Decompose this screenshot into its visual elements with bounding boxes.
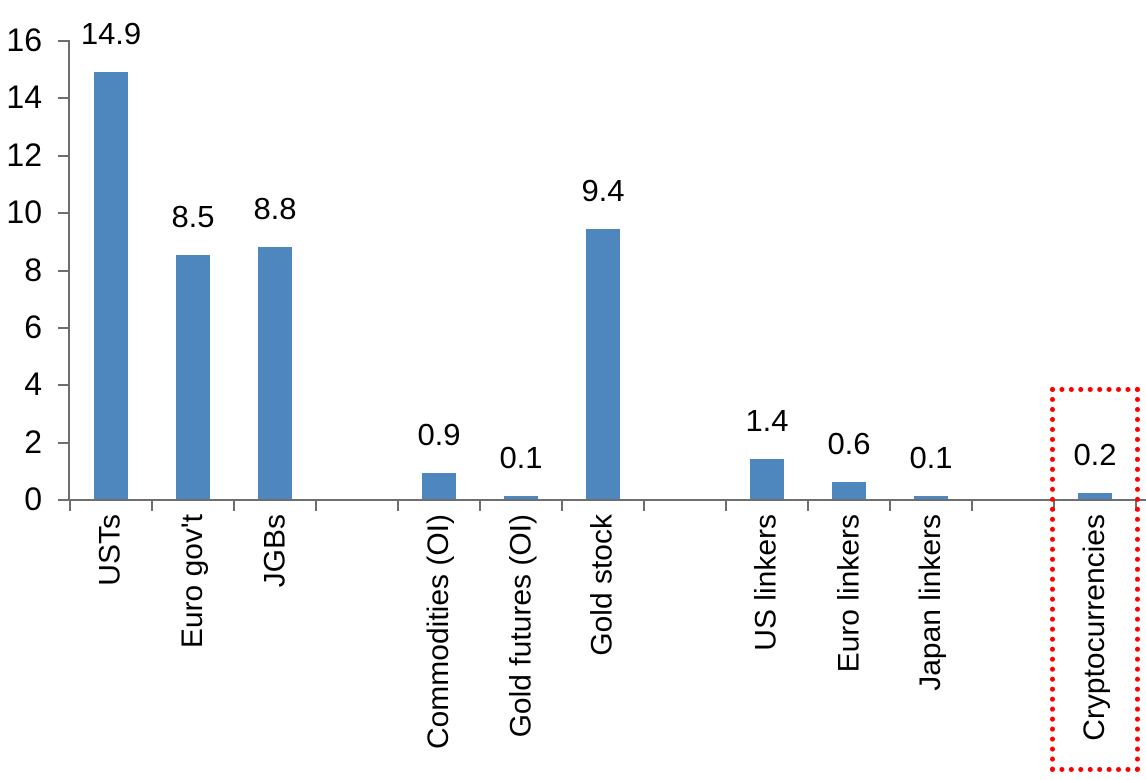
- bar-value-label-euro-linkers: 0.6: [827, 425, 871, 461]
- bar-value-label-gold-stock: 9.4: [581, 173, 625, 209]
- bar-gold-futures-oi: [504, 496, 538, 499]
- category-label-usts: USTs: [94, 514, 127, 586]
- x-tick: [397, 499, 399, 511]
- y-tick: [58, 499, 70, 501]
- x-tick: [151, 499, 153, 511]
- x-tick: [889, 499, 891, 511]
- y-tick: [58, 326, 70, 329]
- y-tick: [58, 384, 70, 387]
- x-tick: [971, 499, 973, 511]
- y-tick: [58, 97, 70, 100]
- x-tick: [643, 499, 645, 511]
- y-tick-label: 8: [24, 251, 42, 288]
- bar-japan-linkers: [914, 496, 948, 499]
- x-tick: [807, 499, 809, 511]
- bar-value-label-japan-linkers: 0.1: [909, 440, 953, 476]
- y-tick-label: 10: [6, 194, 42, 231]
- category-label-gold-futures-oi: Gold futures (OI): [504, 514, 537, 738]
- bar-value-label-euro-gov-t: 8.5: [171, 199, 215, 235]
- bar-us-linkers: [750, 458, 784, 499]
- y-tick: [58, 40, 70, 42]
- y-tick-label: 4: [24, 366, 42, 403]
- category-label-euro-gov-t: Euro gov't: [176, 514, 209, 649]
- category-label-gold-stock: Gold stock: [586, 514, 619, 656]
- bar-value-label-jgbs: 8.8: [253, 190, 297, 226]
- highlight-box: [1050, 387, 1140, 772]
- bar-euro-linkers: [832, 481, 866, 499]
- x-tick: [69, 499, 71, 511]
- x-tick: [233, 499, 235, 511]
- y-tick-label: 2: [24, 423, 42, 460]
- bar-gold-stock: [586, 229, 620, 499]
- y-tick: [58, 212, 70, 215]
- y-tick-label: 0: [24, 481, 42, 517]
- y-tick: [58, 269, 70, 272]
- y-tick-label: 6: [24, 308, 42, 345]
- bar-value-label-gold-futures-oi: 0.1: [499, 440, 543, 476]
- x-tick: [561, 499, 563, 511]
- x-axis: [68, 499, 1146, 501]
- bar-value-label-us-linkers: 1.4: [745, 402, 789, 438]
- x-tick: [725, 499, 727, 511]
- category-label-euro-linkers: Euro linkers: [832, 514, 865, 673]
- category-label-commodities-oi: Commodities (OI): [422, 514, 455, 750]
- x-tick: [479, 499, 481, 511]
- y-tick: [58, 154, 70, 157]
- y-tick-label: 14: [6, 79, 42, 116]
- bar-euro-gov-t: [176, 255, 210, 499]
- bar-value-label-usts: 14.9: [80, 15, 142, 51]
- bar-usts: [94, 71, 128, 499]
- bar-cryptocurrencies: [1078, 493, 1112, 499]
- bar-commodities-oi: [422, 473, 456, 499]
- bar-value-label-cryptocurrencies: 0.2: [1073, 437, 1117, 473]
- bar-jgbs: [258, 246, 292, 499]
- y-tick-label: 16: [6, 22, 42, 58]
- x-tick: [315, 499, 317, 511]
- category-label-jgbs: JGBs: [258, 514, 291, 588]
- bar-value-label-commodities-oi: 0.9: [417, 417, 461, 453]
- y-tick: [58, 441, 70, 444]
- y-tick-label: 12: [6, 136, 42, 173]
- category-label-us-linkers: US linkers: [750, 514, 783, 651]
- category-label-japan-linkers: Japan linkers: [914, 514, 947, 691]
